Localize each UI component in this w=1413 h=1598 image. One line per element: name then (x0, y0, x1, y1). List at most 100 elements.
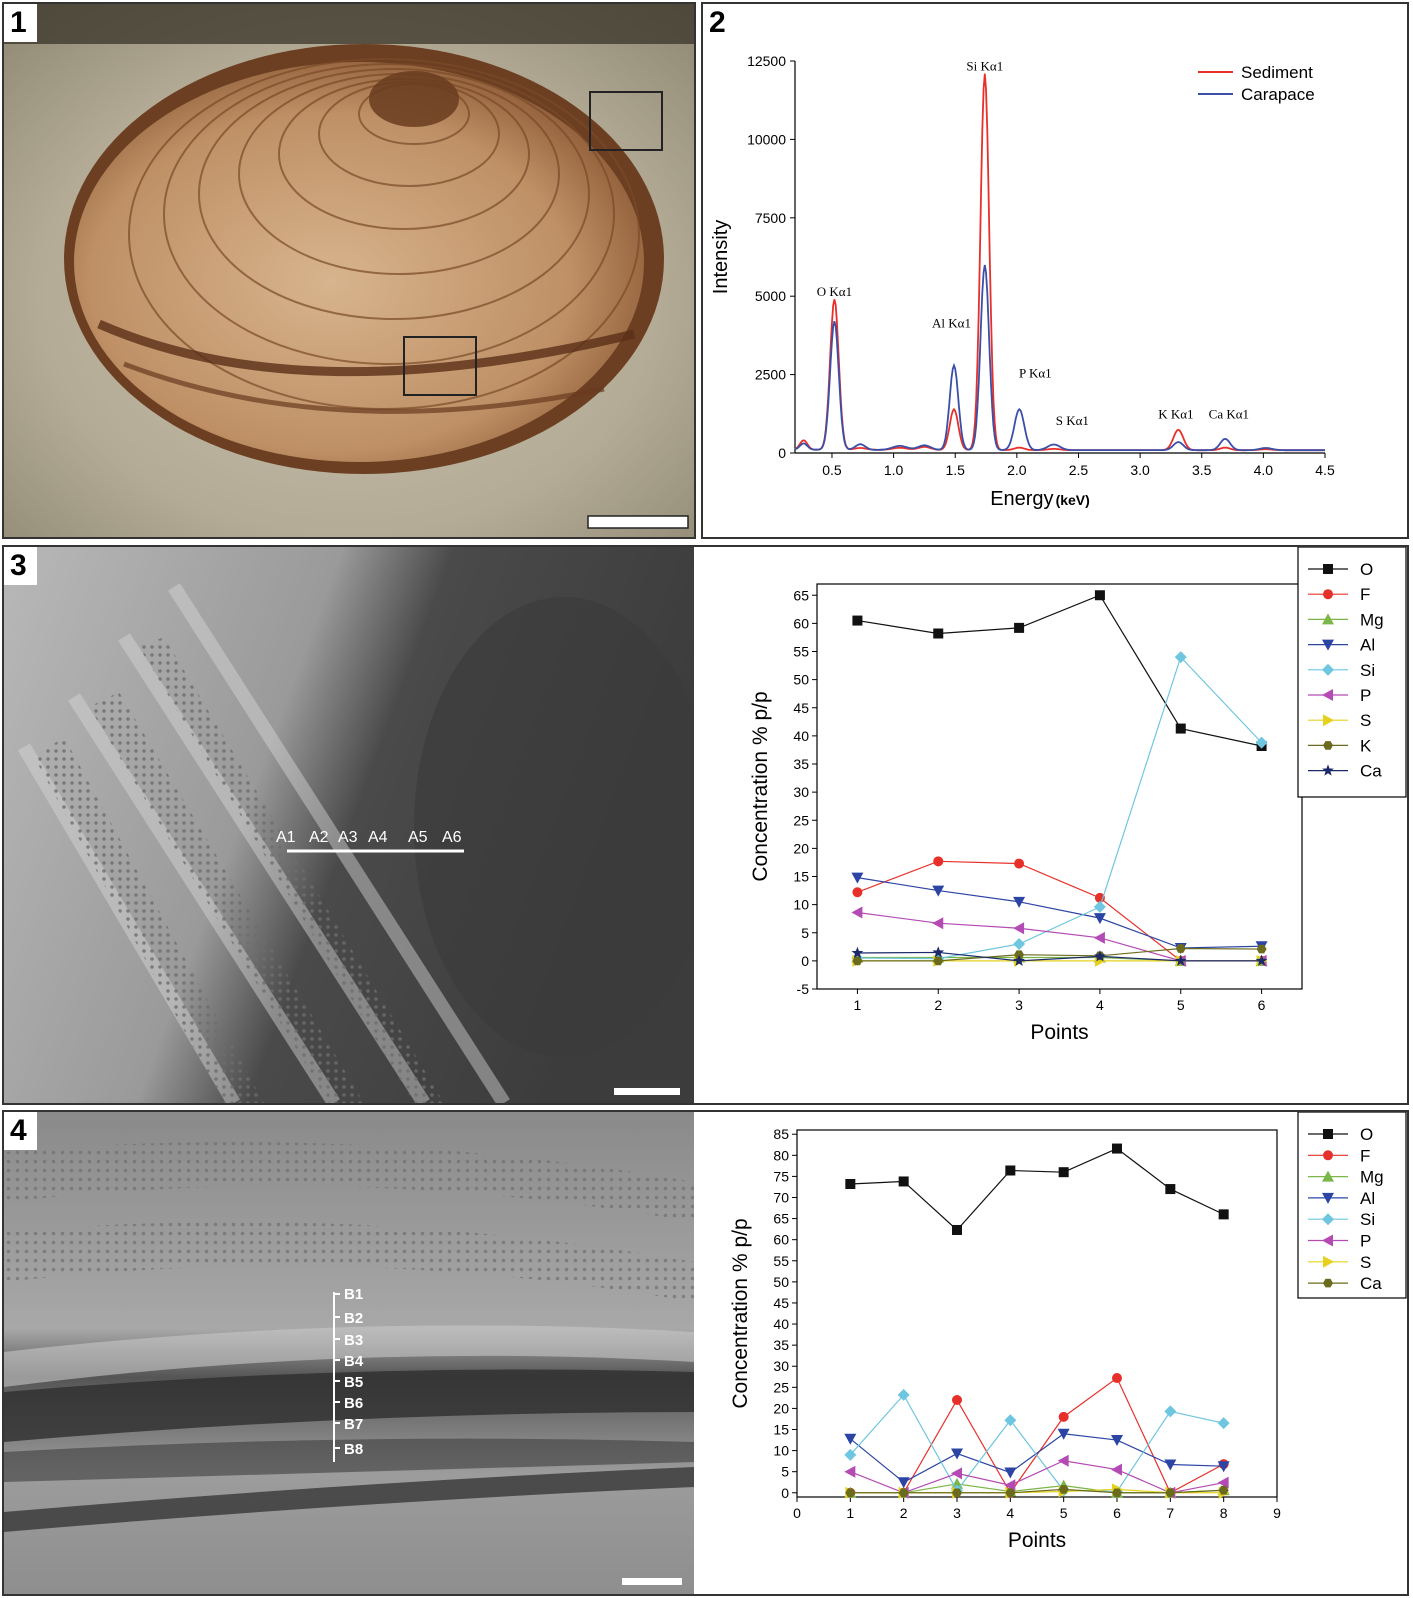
data-point (1005, 1165, 1016, 1176)
legend-label: Sediment (1241, 63, 1313, 82)
data-point (1004, 1414, 1017, 1427)
legend-label: Si (1360, 661, 1375, 680)
data-point (852, 956, 863, 966)
x-axis-label: Points (1030, 1021, 1088, 1044)
transect-a-labels: A1 A2 A3 A4 A5 A6 (276, 829, 462, 846)
x-tick-label: 5 (1177, 997, 1185, 1013)
panel-2: 2 0.5 1.0 1.5 2.0 2.5 3.0 3.5 4.0 4.5 0 2500 5000 75… (701, 2, 1409, 539)
y-tick-label: 65 (773, 1211, 789, 1227)
transect-label: A3 (338, 829, 358, 846)
data-point (952, 1488, 962, 1498)
series-line (850, 1488, 1224, 1494)
data-point (1094, 590, 1105, 601)
data-point (952, 1394, 962, 1405)
data-point (844, 1465, 856, 1478)
legend-marker (1323, 1129, 1333, 1139)
y-axis-label: Concentration % p/p (729, 1218, 752, 1408)
legend-label: Al (1360, 1189, 1375, 1208)
data-point (852, 887, 863, 898)
y-tick-label: 60 (773, 1232, 789, 1248)
y-tick-label: 80 (773, 1147, 789, 1163)
data-point (933, 956, 944, 966)
data-point (851, 872, 864, 884)
y-tick-label: 85 (773, 1126, 789, 1142)
legend-label: Al (1360, 636, 1375, 655)
y-tick-label: 65 (793, 587, 809, 603)
x-tick-label: 4 (1096, 997, 1104, 1013)
concentration-chart-3: 1 2 3 4 5 6-505101520253035404550556065Points… (749, 547, 1407, 1044)
y-tick-label: 12500 (747, 53, 786, 69)
legend-label: Mg (1360, 1168, 1384, 1187)
y-tick-label: 15 (773, 1422, 789, 1438)
legend-label: Ca (1360, 1274, 1382, 1293)
x-tick-label: 1.5 (945, 462, 965, 478)
x-tick-label: 6 (1113, 1505, 1121, 1521)
series-ca (851, 946, 1268, 966)
series-line (857, 877, 1262, 949)
data-point (1111, 1463, 1122, 1476)
series-f (852, 856, 1267, 966)
series-ca (845, 1485, 1229, 1498)
legend-label: Ca (1360, 762, 1382, 781)
x-tick-label: 8 (1220, 1505, 1228, 1521)
series-si (851, 651, 1268, 965)
y-tick-label: 50 (773, 1274, 789, 1290)
data-point (1058, 1167, 1069, 1178)
data-point (952, 1224, 962, 1235)
data-point (1093, 931, 1105, 944)
data-point (844, 1433, 857, 1445)
x-tick-label: 4.5 (1315, 462, 1335, 478)
x-tick-label: 1 (846, 1505, 854, 1521)
data-point (1112, 1373, 1122, 1384)
legend-marker (1322, 639, 1334, 651)
data-point (1013, 938, 1026, 950)
x-tick-label: 9 (1273, 1505, 1281, 1521)
y-tick-label: 0 (801, 953, 809, 969)
y-tick-label: 35 (773, 1337, 789, 1353)
data-point (1218, 1209, 1229, 1220)
carapace-photo (4, 4, 694, 537)
data-point (1058, 1411, 1069, 1422)
data-point (1094, 950, 1106, 962)
data-point (851, 906, 863, 919)
x-axis-label: Energy (keV) (990, 488, 1090, 510)
data-point (897, 1477, 910, 1489)
data-point (1013, 896, 1026, 908)
x-tick-label: 2.5 (1069, 462, 1089, 478)
series-al (851, 872, 1268, 954)
data-point (1255, 736, 1268, 749)
data-point (897, 1388, 910, 1401)
peak-label: Si Kα1 (966, 58, 1003, 73)
y-tick-label: 20 (793, 840, 809, 856)
panel-number: 1 (4, 4, 37, 42)
series-line (849, 1393, 1224, 1493)
x-tick-label: 2.0 (1007, 462, 1027, 478)
transect-label: A2 (309, 829, 329, 846)
data-point (1111, 1435, 1123, 1447)
legend-marker (1323, 741, 1333, 750)
x-tick-label: 3 (1015, 997, 1023, 1013)
x-tick-label: 2 (900, 1505, 908, 1521)
y-tick-label: 55 (773, 1253, 789, 1269)
legend-marker (1322, 1234, 1333, 1247)
series-line (857, 951, 1262, 962)
y-tick-label: 45 (773, 1295, 789, 1311)
y-tick-label: 5000 (755, 288, 786, 304)
series-o (845, 1143, 1229, 1235)
data-point (1217, 1417, 1230, 1430)
transect-label: B6 (344, 1395, 363, 1412)
y-axis-label: Concentration % p/p (749, 691, 772, 881)
series-line (850, 1460, 1224, 1494)
plot-frame (816, 583, 1303, 990)
plot-frame (796, 1129, 1278, 1498)
x-tick-label: 6 (1258, 997, 1266, 1013)
legend-label: P (1360, 1232, 1371, 1251)
data-point (1164, 1405, 1177, 1418)
transect-label: B4 (344, 1353, 364, 1370)
data-point (1255, 954, 1268, 966)
series-line (857, 911, 1262, 962)
x-axis-unit: (keV) (1056, 492, 1090, 508)
transect-label: B5 (344, 1374, 363, 1391)
data-point (932, 917, 944, 930)
panel-4: 4 B1 B2 B3 B4 B5 (2, 1110, 1409, 1596)
